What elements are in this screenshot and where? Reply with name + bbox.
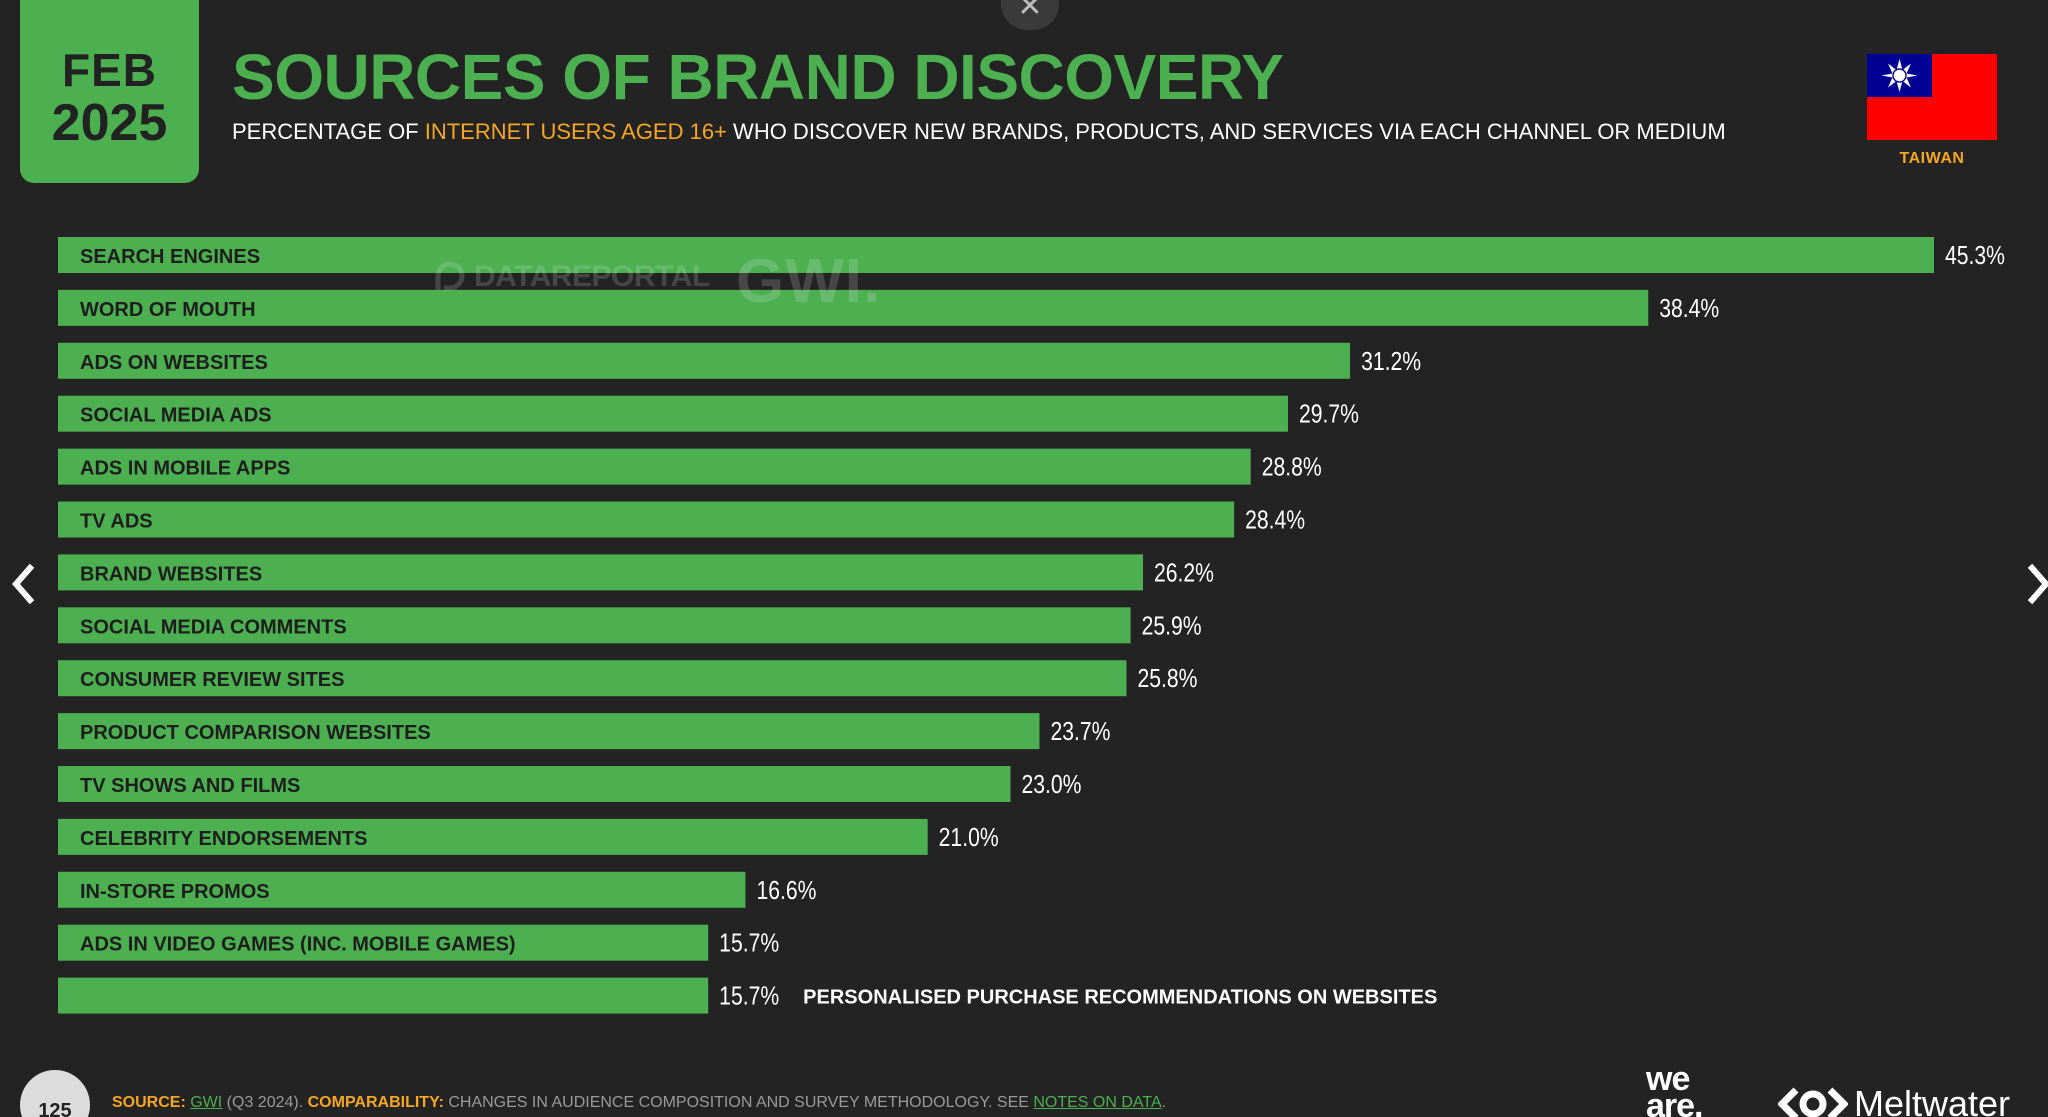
value-label-5: 28.8% [1262,452,1322,482]
source-label: SOURCE: [112,1094,186,1111]
category-label-11: TV SHOWS AND FILMS [80,775,300,797]
close-icon: ✕ [1017,0,1043,23]
bar-chart: 45.3% SEARCH ENGINES 38.4% WORD OF MOUTH 31.… [58,237,2005,1014]
bar-9 [58,660,1127,697]
comparability-label: COMPARABILITY: [307,1094,444,1111]
value-label-13: 16.6% [756,875,816,905]
value-label-8: 25.9% [1142,610,1202,640]
category-label-7: BRAND WEBSITES [80,563,262,585]
notes-on-data-link[interactable]: NOTES ON DATA [1033,1094,1162,1111]
value-label-4: 29.7% [1299,399,1359,429]
bar-1 [58,237,1934,273]
bar-8 [58,607,1131,644]
page-subtitle: PERCENTAGE OF INTERNET USERS AGED 16+ WH… [232,118,1726,146]
flag-sun-icon [1881,59,1918,92]
bar-10 [58,713,1040,750]
category-label-1: SEARCH ENGINES [80,246,260,268]
value-label-3: 31.2% [1361,346,1421,376]
date-month: FEB [62,44,157,96]
source-period: . [1161,1094,1167,1111]
value-label-15: 15.7% [719,981,779,1011]
value-label-14: 15.7% [719,928,779,958]
chevron-right-icon [2027,563,2048,605]
subtitle-post: WHO DISCOVER NEW BRANDS, PRODUCTS, AND S… [726,119,1726,144]
value-label-6: 28.4% [1245,505,1305,535]
source-link[interactable]: GWI [190,1094,223,1111]
bar-3 [58,342,1351,379]
category-label-10: PRODUCT COMPARISON WEBSITES [80,722,431,744]
bar-14 [58,924,709,961]
page-number: 125 [20,1070,90,1117]
chevron-left-icon [12,563,35,605]
category-label-4: SOCIAL MEDIA ADS [80,405,272,427]
category-label-8: SOCIAL MEDIA COMMENTS [80,616,347,638]
footer: 125 SOURCE: GWI (Q3 2024). COMPARABILITY… [0,1060,2048,1117]
value-label-2: 38.4% [1659,293,1719,323]
category-label-2: WORD OF MOUTH [80,299,256,321]
bar-11 [58,766,1011,802]
we-are-social-logo: we are. [1646,1060,1703,1117]
category-label-12: CELEBRITY ENDORSEMENTS [80,828,367,850]
page-title: SOURCES OF BRAND DISCOVERY [232,41,1284,113]
category-label-14: ADS IN VIDEO GAMES (INC. MOBILE GAMES) [80,934,516,956]
meltwater-wordmark: Meltwater [1854,1083,2011,1117]
taiwan-flag-icon [1867,54,1997,140]
subtitle-pre: PERCENTAGE OF [232,119,425,144]
date-badge: FEB 2025 [20,0,199,183]
bar-13 [58,871,746,908]
source-rest: (Q3 2024). [222,1094,308,1111]
bar-2 [58,289,1649,326]
value-label-11: 23.0% [1021,769,1081,799]
previous-slide-button[interactable] [4,562,44,606]
bar-12 [58,818,928,855]
flag-canton [1867,54,1932,97]
bar-6 [58,501,1235,538]
bar-4 [58,395,1288,432]
weare-line-2: are. [1646,1087,1703,1117]
category-label-3: ADS ON WEBSITES [80,352,268,374]
weare-line-1: we [1646,1060,1690,1098]
value-label-1: 45.3% [1945,240,2005,270]
source-note: SOURCE: GWI (Q3 2024). COMPARABILITY: CH… [112,1094,1166,1112]
value-label-10: 23.7% [1050,716,1110,746]
category-label-13: IN-STORE PROMOS [80,881,270,903]
subtitle-highlight: INTERNET USERS AGED 16+ [424,119,727,144]
date-year: 2025 [51,94,168,152]
category-label-6: TV ADS [80,511,153,533]
value-label-7: 26.2% [1154,557,1214,587]
category-label-5: ADS IN MOBILE APPS [80,458,290,480]
category-label-9: CONSUMER REVIEW SITES [80,669,344,691]
bar-5 [58,448,1251,485]
meltwater-logo-icon [1777,1087,1849,1117]
value-label-12: 21.0% [939,822,999,852]
category-label-15: PERSONALISED PURCHASE RECOMMENDATIONS ON… [803,987,1437,1009]
next-slide-button[interactable] [2018,562,2048,606]
meltwater-logo: Meltwater [1777,1083,2038,1117]
bar-15 [58,977,709,1014]
comparability-text: CHANGES IN AUDIENCE COMPOSITION AND SURV… [443,1094,1034,1111]
value-label-9: 25.8% [1137,663,1197,693]
country-label: TAIWAN [1899,150,1965,167]
bar-7 [58,554,1144,591]
